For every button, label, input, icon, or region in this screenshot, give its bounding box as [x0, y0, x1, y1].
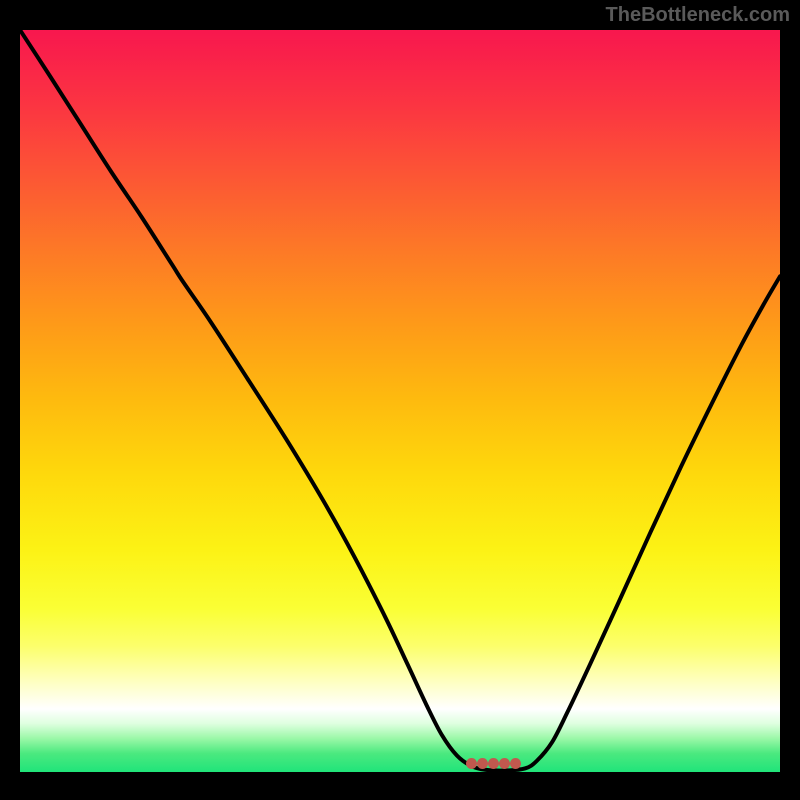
marker-dot: [488, 758, 499, 769]
bottleneck-curve: [20, 30, 780, 772]
marker-dot: [477, 758, 488, 769]
optimal-marker-strip: [465, 758, 521, 770]
watermark-text: TheBottleneck.com: [606, 4, 790, 27]
marker-dot: [510, 758, 521, 769]
marker-dot: [499, 758, 510, 769]
plot-area: [20, 30, 780, 772]
curve-path: [20, 30, 780, 771]
marker-dot: [466, 758, 477, 769]
chart-container: TheBottleneck.com: [0, 0, 800, 800]
